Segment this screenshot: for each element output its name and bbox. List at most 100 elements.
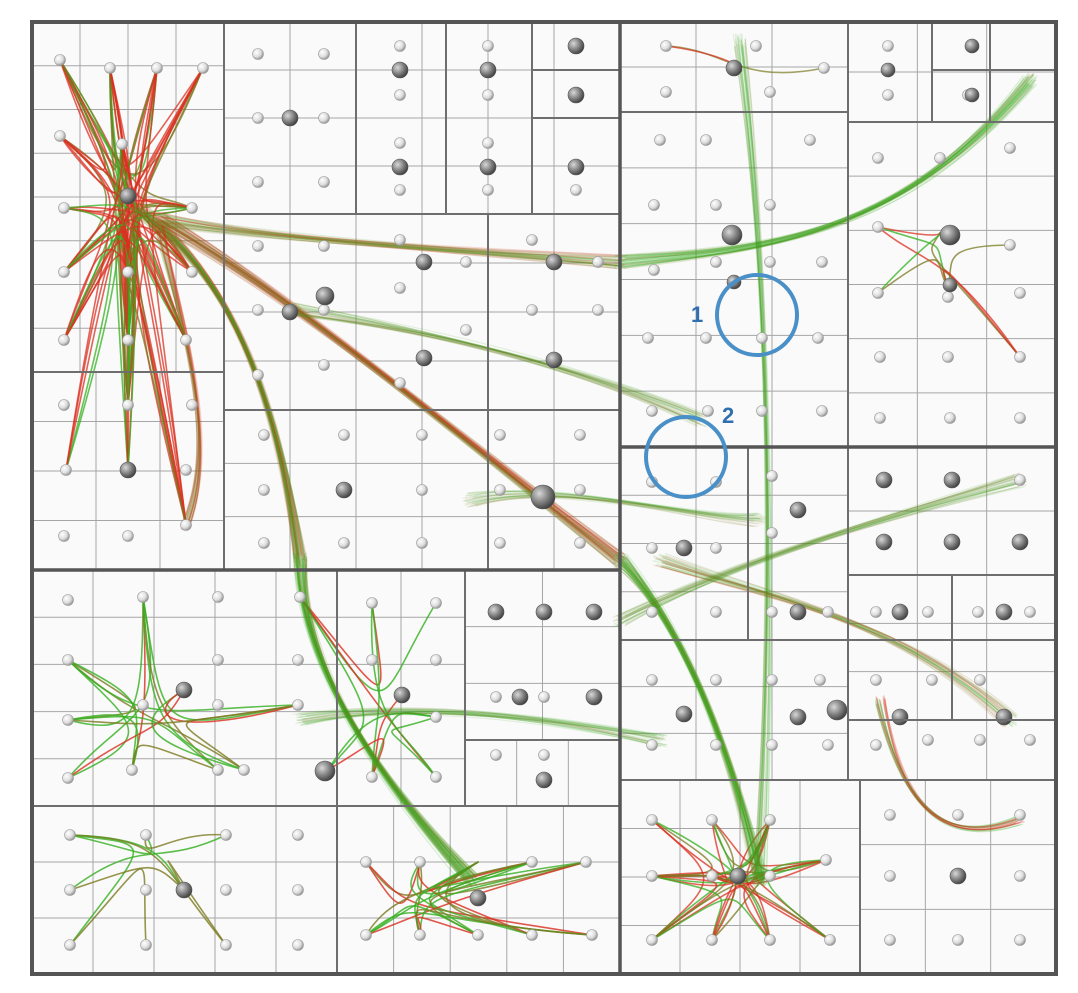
edge [744,45,766,886]
graph-node [430,771,442,783]
graph-node [197,62,209,74]
graph-node [884,809,896,821]
graph-node [1024,734,1036,746]
graph-node [220,829,232,841]
edge [142,207,299,560]
edge [734,40,769,886]
edge [884,697,1024,831]
edge [303,553,468,886]
edge [624,480,1026,622]
hub-node [469,889,487,907]
edge [619,557,756,880]
edge [622,555,765,886]
edge [621,476,1022,619]
edge [615,475,1016,617]
edge [136,208,300,557]
edge [143,209,298,561]
edge [737,38,770,884]
edge [616,562,763,876]
edge [661,562,1014,724]
edge [882,702,1020,829]
edge [304,564,477,879]
hub-node [175,681,193,699]
edge [875,696,1022,831]
edge [135,213,300,565]
edge [462,493,756,528]
edge [161,220,626,258]
edge [614,75,1030,257]
edge [613,481,1022,622]
graph-node [318,112,330,124]
graph-node [366,771,378,783]
edge [474,490,766,520]
edge [300,564,477,878]
graph-node [460,256,472,268]
edge [303,562,469,877]
edge [475,494,764,521]
edge [303,556,478,880]
edge [614,76,1029,267]
edge [157,214,615,565]
graph-node [872,287,884,299]
edge [471,495,760,527]
hub-node [175,881,193,899]
graph-node [430,654,442,666]
graph-node [180,334,192,346]
edge [875,703,1021,833]
graph-node [700,134,712,146]
graph-node [186,266,198,278]
edge [163,213,623,256]
graph-node [1004,239,1016,251]
hub-node [964,38,980,54]
edge [303,711,659,747]
edge [133,204,296,564]
edge [164,230,200,523]
edge [618,74,1035,265]
edge [63,207,193,273]
graph-node [252,48,264,60]
edge [621,74,1034,268]
edge [142,596,245,771]
hub-node [415,349,433,367]
graph-nodes [54,37,1036,951]
edge [622,562,764,888]
graph-node [764,86,776,98]
edge [301,565,476,875]
edge [614,565,755,874]
edge [158,228,200,529]
graph-node [646,606,658,618]
edge [295,313,699,421]
graph-node [212,764,224,776]
edge [621,482,1020,623]
edge [137,208,300,557]
graph-node [394,282,406,294]
edge [472,494,758,515]
graph-node [58,334,70,346]
edge [302,557,472,881]
edge [621,83,1029,262]
edge [874,699,1017,827]
graph-node [122,530,134,542]
edge [465,494,765,517]
edge [660,566,1018,716]
graph-node [646,405,658,417]
edge [142,214,300,563]
edge [69,834,227,946]
edge [620,554,758,875]
edge [618,478,1024,623]
edge [159,231,198,525]
hub-node [391,158,409,176]
edge [142,596,299,721]
edge [132,215,298,562]
edge [661,564,1014,727]
edge [161,226,202,522]
edge [613,565,756,880]
graph-node [952,934,964,946]
edge [617,560,768,885]
edge [876,697,1018,829]
edge [614,563,765,878]
edge [626,75,1024,265]
edge [157,230,198,522]
edge [619,561,766,880]
treemap-frame [30,20,1058,976]
